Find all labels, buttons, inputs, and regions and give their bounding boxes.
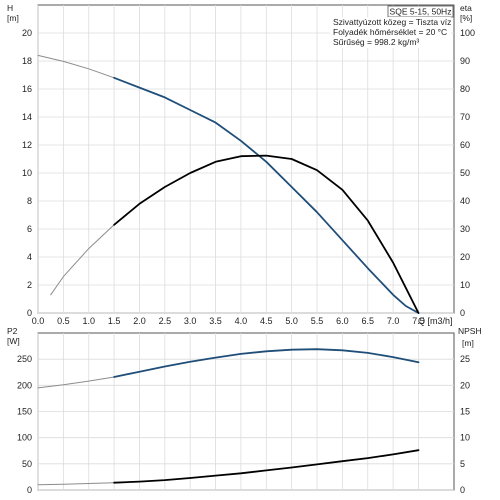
left-tick-label: 250 <box>17 354 32 364</box>
bottom-series <box>37 348 420 486</box>
top-grid <box>37 5 454 314</box>
right-tick-label: 20 <box>460 252 470 262</box>
right-tick-label: 40 <box>460 196 470 206</box>
x-tick-label: 5.5 <box>311 316 324 326</box>
right-tick-label: 15 <box>460 407 470 417</box>
top-right-axis-unit-bracket: [%] <box>460 13 472 23</box>
right-tick-label: 10 <box>460 433 470 443</box>
info-box-text: SQE 5-15, 50Hz <box>390 7 452 17</box>
notes-box <box>330 17 451 48</box>
x-tick-label: 2.0 <box>133 316 146 326</box>
x-axis-label: Q [m3/h] <box>418 316 453 326</box>
top-right-axis-ticks: 0 10 20 30 40 50 60 70 80 90 100 <box>460 28 475 318</box>
x-tick-label: 1.0 <box>82 316 95 326</box>
bottom-right-axis-ticks: 0 5 10 15 20 25 <box>460 354 470 495</box>
left-tick-label: 150 <box>17 407 32 417</box>
top-left-axis-unit-bracket: [m] <box>7 13 19 23</box>
note-density: Sűrűség = 998.2 kg/m³ <box>333 37 419 47</box>
x-tick-label: 3.0 <box>184 316 197 326</box>
left-tick-label: 16 <box>22 84 32 94</box>
left-tick-label: 18 <box>22 56 32 66</box>
right-tick-label: 50 <box>460 168 470 178</box>
left-tick-label: 12 <box>22 140 32 150</box>
right-tick-label: 80 <box>460 84 470 94</box>
bottom-left-axis-unit-bracket: [W] <box>7 336 20 346</box>
note-temperature: Folyadék hőmérséklet = 20 °C <box>333 27 447 37</box>
left-tick-label: 4 <box>27 252 32 262</box>
right-tick-label: 20 <box>460 380 470 390</box>
right-tick-label: 30 <box>460 224 470 234</box>
series-line-right-2 <box>37 482 115 486</box>
x-tick-label: 7.5 <box>412 316 425 326</box>
right-tick-label: 70 <box>460 112 470 122</box>
left-tick-label: 50 <box>22 459 32 469</box>
left-tick-label: 2 <box>27 280 32 290</box>
right-tick-label: 10 <box>460 280 470 290</box>
series-line-right-3 <box>113 154 420 314</box>
top-left-axis-unit: H <box>7 3 13 13</box>
right-tick-label: 0 <box>460 308 465 318</box>
right-tick-label: 25 <box>460 354 470 364</box>
bottom-right-axis-unit-bracket: [m] <box>462 338 474 348</box>
series-line-left-1 <box>113 348 420 378</box>
series-line-left-0 <box>37 54 115 79</box>
left-tick-label: 0 <box>27 485 32 495</box>
top-right-axis-unit: eta <box>460 3 472 13</box>
left-tick-label: 20 <box>22 28 32 38</box>
right-tick-label: 5 <box>460 459 465 469</box>
right-tick-label: 60 <box>460 140 470 150</box>
bottom-left-axis-unit: P2 <box>7 326 18 336</box>
x-tick-label: 2.5 <box>159 316 172 326</box>
bottom-right-axis-unit: NPSH <box>458 326 482 336</box>
x-tick-label: 7.0 <box>387 316 400 326</box>
left-tick-label: 10 <box>22 168 32 178</box>
left-tick-label: 8 <box>27 196 32 206</box>
series-line-right-3 <box>113 449 420 484</box>
right-tick-label: 100 <box>460 28 475 38</box>
note-fluid: Szivattyúzott közeg = Tiszta víz <box>333 17 451 27</box>
bottom-grid <box>37 333 454 491</box>
top-left-axis-ticks: 0 2 4 6 8 10 12 14 16 18 20 <box>22 28 32 318</box>
x-tick-label: 0.5 <box>57 316 70 326</box>
left-tick-label: 200 <box>17 380 32 390</box>
x-tick-label: 1.5 <box>108 316 121 326</box>
left-tick-label: 0 <box>27 308 32 318</box>
x-tick-label: 0.0 <box>32 316 45 326</box>
x-tick-label: 4.0 <box>235 316 248 326</box>
bottom-left-axis-ticks: 0 50 100 150 200 250 <box>17 354 32 495</box>
x-tick-label: 3.5 <box>209 316 222 326</box>
top-x-axis-ticks: 0.0 0.5 1.0 1.5 2.0 2.5 3.0 3.5 4.0 4.5 5.0 5.5 6.0 6… <box>32 316 425 326</box>
right-tick-label: 0 <box>460 485 465 495</box>
x-tick-label: 6.0 <box>336 316 349 326</box>
left-tick-label: 100 <box>17 433 32 443</box>
left-tick-label: 6 <box>27 224 32 234</box>
series-line-right-2 <box>50 224 115 296</box>
x-tick-label: 5.0 <box>285 316 298 326</box>
x-tick-label: 6.5 <box>361 316 374 326</box>
left-tick-label: 14 <box>22 112 32 122</box>
top-series <box>37 54 420 314</box>
series-line-left-1 <box>113 76 420 314</box>
series-line-left-0 <box>37 376 115 389</box>
right-tick-label: 90 <box>460 56 470 66</box>
x-tick-label: 4.5 <box>260 316 273 326</box>
